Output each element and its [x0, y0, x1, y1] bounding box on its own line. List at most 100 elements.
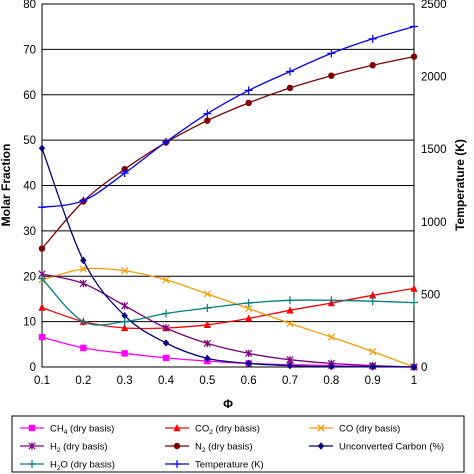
legend-marker [317, 442, 325, 450]
gridlines [42, 48, 414, 323]
legend: CH4 (dry basis) CO2 (dry basis) CO (dry ba… [11, 415, 465, 473]
y2-tick-label: 500 [421, 289, 440, 301]
data-point [38, 203, 46, 212]
legend-label: Unconverted Carbon (%) [339, 442, 444, 453]
data-point [162, 339, 170, 347]
data-point [245, 314, 253, 322]
legend-label-rest: (dry basis) [353, 424, 400, 435]
series-h2-dry-basis [38, 270, 418, 371]
data-point [368, 297, 377, 306]
data-point [80, 256, 87, 265]
x-tick-label: 0.4 [158, 375, 175, 387]
series-line [41, 25, 415, 208]
legend-item: CH4 (dry basis) [20, 424, 114, 436]
data-point [38, 303, 46, 311]
data-point [245, 99, 252, 107]
series-unconverted-carbon [38, 144, 418, 371]
data-point [79, 317, 88, 326]
x-tick-labels: 0.1 0.2 0.3 0.4 0.5 0.6 0.7 0.8 0.9 1 [34, 375, 417, 387]
data-point [203, 109, 212, 118]
legend-label: H2 (dry basis) [50, 442, 107, 455]
legend-label-rest: O (dry basis) [61, 460, 115, 471]
data-point [410, 363, 418, 371]
legend-marker [173, 442, 181, 450]
data-point [286, 306, 294, 314]
series-line [41, 148, 415, 368]
y2-tick-label: 1500 [421, 144, 447, 156]
data-point [327, 296, 336, 305]
legend-label: N2 (dry basis) [195, 442, 252, 455]
series-line [41, 278, 415, 326]
legend-item: Temperature (K) [165, 460, 264, 471]
data-point [410, 284, 418, 292]
data-point [204, 117, 211, 124]
legend-label-main: CO [195, 424, 209, 435]
data-point [162, 137, 170, 146]
legend-item: CO2 (dry basis) [165, 424, 260, 436]
plot-area [41, 3, 415, 368]
series-line [41, 287, 415, 330]
data-point [328, 362, 335, 371]
data-point [38, 274, 46, 283]
y2-tick-label: 1000 [421, 217, 447, 229]
legend-label-main: Unconverted Carbon (%) [339, 442, 444, 453]
data-point [286, 296, 294, 305]
x-axis-title: Φ [223, 397, 233, 411]
legend-label-main: N [195, 442, 202, 453]
data-point [286, 361, 294, 370]
legend-marker [28, 460, 36, 468]
legend-label-main: H [50, 460, 57, 471]
data-point [162, 309, 170, 318]
data-point [120, 317, 129, 326]
x-tick-label: 0.3 [117, 375, 133, 387]
y2-tick-label: 2000 [421, 72, 447, 84]
series-h2o-dry-basis [38, 274, 418, 326]
x-tick-label: 0.9 [365, 375, 381, 387]
data-point [245, 349, 253, 358]
data-point [162, 276, 170, 284]
x-tick-label: 0.2 [75, 375, 91, 387]
y-tick-label: 40 [23, 181, 36, 193]
y-axis-title: Molar Fraction [0, 144, 13, 227]
data-point [369, 62, 376, 69]
legend-label-main: Temperature (K) [195, 460, 264, 471]
legend-label-sub: 2 [57, 447, 61, 454]
data-point [121, 350, 128, 357]
y-tick-label: 60 [23, 90, 36, 102]
series-co-dry-basis [38, 265, 418, 371]
legend-label-main: H [50, 442, 57, 453]
legend-box [11, 415, 465, 473]
legend-label: H2O (dry basis) [50, 460, 115, 473]
legend-label-rest: (dry basis) [206, 442, 253, 453]
x-tick-label: 0.5 [199, 375, 215, 387]
series-lines [38, 22, 418, 371]
legend-marker [317, 424, 325, 432]
data-point [369, 291, 377, 299]
legend-label-sub: 2 [209, 429, 213, 436]
y-tick-labels: 0 10 20 30 40 50 60 70 80 [23, 0, 36, 374]
legend-marker [173, 460, 181, 468]
series-line [41, 55, 415, 250]
legend-label-sub: 4 [64, 429, 68, 436]
series-line [41, 273, 415, 368]
data-point [121, 302, 129, 310]
data-point [38, 245, 46, 252]
y-tick-label: 80 [23, 0, 36, 11]
legend-item: CO (dry basis) [309, 424, 400, 435]
data-point [38, 333, 46, 341]
x-tick-label: 0.7 [282, 375, 298, 387]
legend-label-sub: 2 [57, 465, 61, 472]
data-point [327, 49, 336, 58]
x-tick-label: 0.1 [34, 375, 50, 387]
legend-marker [28, 424, 36, 432]
data-point [79, 196, 88, 205]
series-line [41, 267, 415, 368]
data-point [80, 344, 87, 352]
data-point [410, 53, 418, 60]
legend-item: H2 (dry basis) [20, 442, 107, 455]
data-point [369, 363, 376, 371]
data-point [328, 72, 335, 79]
legend-label-rest: (dry basis) [61, 442, 108, 453]
data-point [410, 298, 418, 307]
y2-tick-label: 0 [421, 362, 427, 374]
